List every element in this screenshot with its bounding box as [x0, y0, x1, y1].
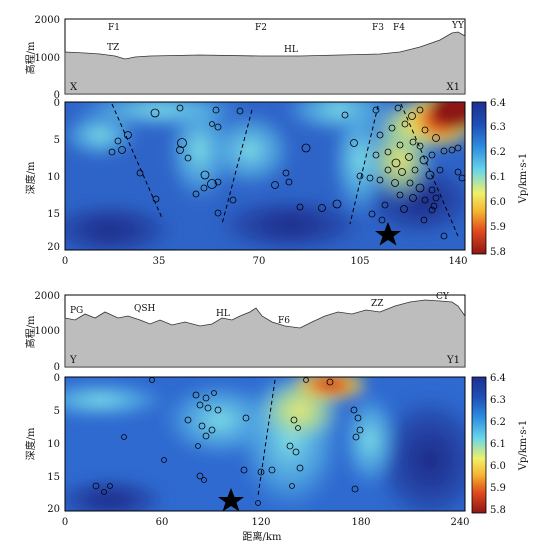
bottom-earthquake-circles: [92, 377, 364, 506]
top-cbar-tick: 6.4: [490, 98, 506, 109]
top-x-tick: 70: [253, 256, 266, 267]
bottom-elev-tick: 0: [54, 362, 60, 373]
top-cbar-tick: 6.0: [490, 197, 506, 208]
fault-label-f6: F6: [278, 316, 290, 326]
bottom-x-tick: 240: [450, 517, 469, 528]
bottom-x-tick: 120: [251, 517, 270, 528]
fault-label-f1: F1: [108, 23, 120, 33]
top-cbar-tick: 6.2: [490, 147, 506, 158]
bottom-elevation-axis-label: 高程/m: [24, 315, 37, 348]
bottom-velocity-section: 0 5 10 15 20 深度/m 0 60 120 180 240 距离/km…: [24, 373, 529, 543]
top-cbar-tick: 5.8: [490, 247, 506, 258]
bottom-x-tick: 180: [351, 517, 370, 528]
top-cbar-tick: 6.3: [490, 122, 506, 133]
top-elevation-ticks: 2000 1000 0: [35, 15, 60, 101]
bottom-depth-tick: 10: [47, 439, 60, 450]
top-elevation-panel: 2000 1000 0 高程/m X X1 F1 F2 F3 F4 TZ HL …: [24, 15, 466, 101]
bottom-elev-tick: 2000: [35, 291, 60, 302]
place-label-pg: PG: [70, 306, 83, 316]
top-depth-ticks: 0 5 10 15 20: [47, 98, 60, 253]
top-velocity-section: 0 5 10 15 20 深度/m 0 35 70 105 140 6.4 6.…: [24, 98, 529, 267]
bottom-fault-line: [257, 379, 276, 497]
top-x-tick: 35: [153, 256, 166, 267]
place-label-hl-bottom: HL: [216, 309, 230, 319]
place-label-yy: YY: [451, 21, 465, 31]
bottom-elevation-ticks: 2000 1000 0: [35, 291, 60, 373]
bottom-x-axis-label: 距离/km: [243, 530, 282, 543]
top-depth-tick: 10: [47, 172, 60, 183]
bottom-cbar-tick: 6.4: [490, 373, 506, 384]
top-x-tick: 140: [448, 256, 467, 267]
fault-label-f4: F4: [393, 23, 405, 33]
bottom-colorbar-label: Vp/km·s-1: [518, 420, 529, 472]
bottom-depth-ticks: 0 5 10 15 20: [47, 373, 60, 515]
top-depth-tick: 5: [54, 135, 60, 146]
bottom-cbar-tick: 6.2: [490, 417, 506, 428]
top-colorbar: 6.4 6.3 6.2 6.1 6.0 5.9 5.8 Vp/km·s-1: [471, 98, 529, 258]
bottom-x-ticks: 0 60 120 180 240: [62, 517, 470, 528]
bottom-epicenter-star-icon: [218, 488, 244, 512]
bottom-depth-tick: 5: [54, 406, 60, 417]
bottom-colorbar: 6.4 6.3 6.2 6.1 6.0 5.9 5.8 Vp/km·s-1: [471, 373, 529, 516]
bottom-profile-start-label: Y: [69, 355, 77, 366]
bottom-depth-axis-label: 深度/m: [24, 427, 37, 460]
top-earthquake-circles: [108, 104, 466, 240]
bottom-elev-tick: 1000: [35, 326, 60, 337]
bottom-cbar-tick: 5.9: [490, 483, 506, 494]
top-elev-tick: 1000: [35, 53, 60, 64]
top-depth-tick: 20: [47, 242, 60, 253]
bottom-profile-end-label: Y1: [446, 355, 460, 366]
bottom-x-tick: 0: [62, 517, 68, 528]
top-depth-axis-label: 深度/m: [24, 161, 37, 194]
top-cbar-tick: 6.1: [490, 172, 506, 183]
top-x-tick: 0: [62, 256, 68, 267]
bottom-cbar-tick: 6.0: [490, 461, 506, 472]
place-label-zz: ZZ: [371, 299, 384, 309]
top-cbar-tick: 5.9: [490, 222, 506, 233]
bottom-elevation-panel: 2000 1000 0 高程/m Y Y1 PG QSH HL ZZ CY F6: [24, 291, 466, 373]
fault-label-f3: F3: [372, 23, 384, 33]
bottom-cbar-tick: 5.8: [490, 505, 506, 516]
top-profile-start-label: X: [70, 82, 78, 93]
bottom-depth-tick: 0: [54, 373, 60, 384]
top-elev-tick: 0: [54, 90, 60, 101]
bottom-depth-tick: 20: [47, 504, 60, 515]
bottom-x-tick: 60: [156, 517, 169, 528]
place-label-hl: HL: [284, 45, 298, 55]
top-epicenter-star-icon: [375, 222, 401, 246]
bottom-depth-tick: 15: [47, 472, 60, 483]
top-depth-tick: 0: [54, 98, 60, 109]
place-label-tz: TZ: [107, 43, 119, 53]
top-profile-end-label: X1: [447, 82, 460, 93]
top-elev-tick: 2000: [35, 15, 60, 26]
top-fault-lines: [111, 103, 459, 237]
place-label-qsh: QSH: [134, 304, 156, 314]
bottom-cbar-tick: 6.1: [490, 439, 506, 450]
top-colorbar-label: Vp/km·s-1: [518, 153, 529, 205]
bottom-cbar-tick: 6.3: [490, 395, 506, 406]
top-x-ticks: 0 35 70 105 140: [62, 256, 468, 267]
top-x-tick: 105: [350, 256, 369, 267]
fault-label-f2: F2: [255, 23, 267, 33]
top-elevation-axis-label: 高程/m: [24, 41, 37, 74]
place-label-cy: CY: [436, 292, 450, 302]
top-depth-tick: 15: [47, 209, 60, 220]
